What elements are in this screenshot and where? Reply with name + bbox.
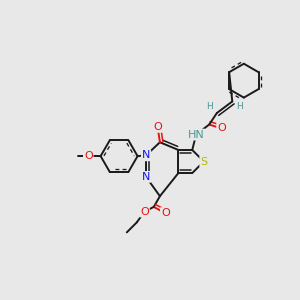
Text: S: S xyxy=(200,157,207,166)
Text: H: H xyxy=(237,102,243,111)
Text: O: O xyxy=(153,122,162,132)
Text: H: H xyxy=(206,102,213,111)
Text: O: O xyxy=(140,207,149,217)
Text: N: N xyxy=(142,150,150,160)
Text: O: O xyxy=(84,151,93,161)
Text: HN: HN xyxy=(188,130,205,140)
Text: N: N xyxy=(142,172,150,182)
Text: O: O xyxy=(217,123,226,134)
Text: O: O xyxy=(161,208,170,218)
